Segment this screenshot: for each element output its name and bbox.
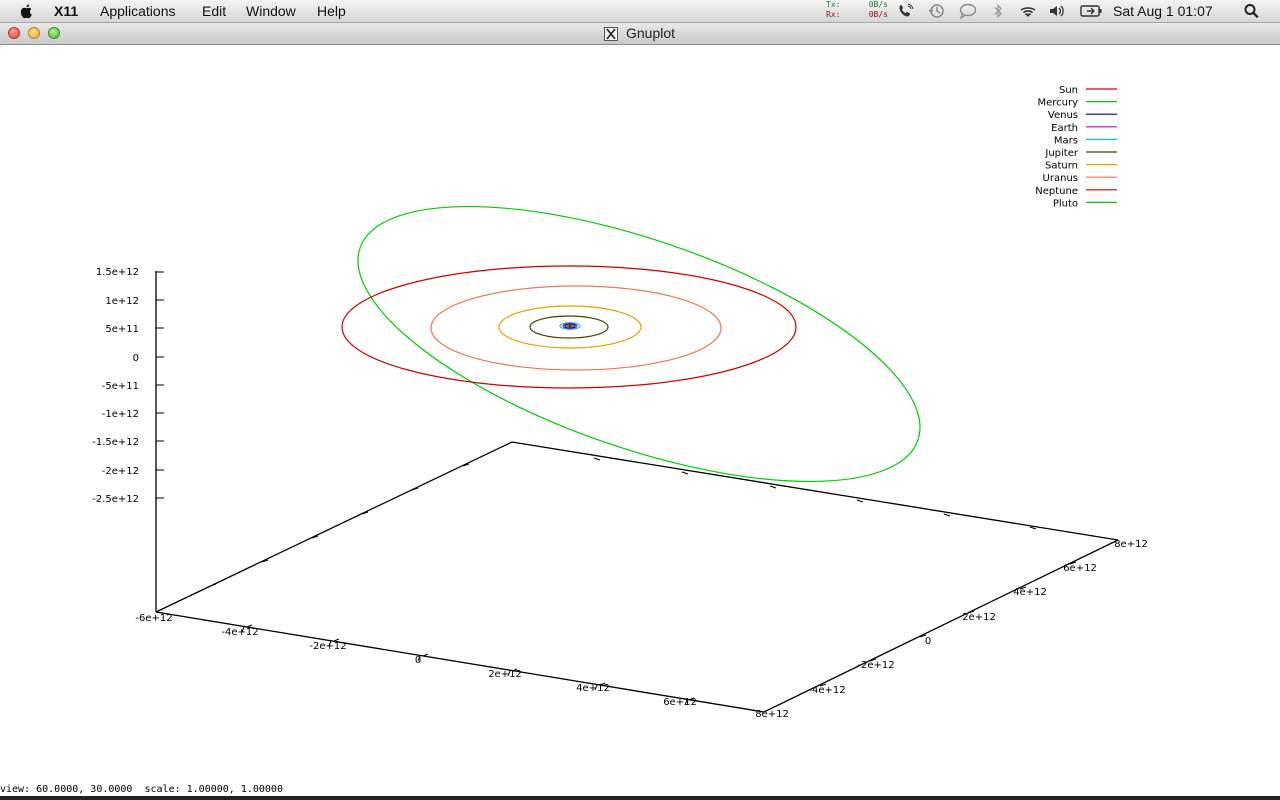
wifi-icon[interactable] xyxy=(1019,3,1037,19)
orbit-pluto xyxy=(357,205,921,483)
rx-label: Rx: xyxy=(826,10,841,19)
x11-icon xyxy=(604,27,618,41)
y-tick-label: 2e+12 xyxy=(962,612,996,623)
tx-value: 0B/s xyxy=(868,0,888,9)
window-title: Gnuplot xyxy=(626,25,676,41)
apple-icon[interactable] xyxy=(19,3,35,19)
rx-value: 0B/s xyxy=(868,10,888,19)
legend-label-venus: Venus xyxy=(1048,110,1078,121)
z-tick-label: 1.5e+12 xyxy=(96,267,139,278)
spotlight-icon[interactable] xyxy=(1243,3,1261,19)
legend-label-mars: Mars xyxy=(1054,135,1078,146)
legend-label-pluto: Pluto xyxy=(1053,198,1078,209)
legend-label-mercury: Mercury xyxy=(1037,98,1078,109)
back-tick-marks xyxy=(209,457,1037,587)
time-machine-icon[interactable] xyxy=(927,3,945,19)
menu-edit[interactable]: Edit xyxy=(202,3,227,19)
volume-icon[interactable] xyxy=(1048,3,1066,19)
y-tick-label: 0 xyxy=(925,636,931,647)
z-tick-label: 0 xyxy=(133,353,139,364)
x-tick-label: -6e+12 xyxy=(135,613,172,624)
z-tick-label: -5e+11 xyxy=(102,381,139,392)
legend-label-uranus: Uranus xyxy=(1043,173,1078,184)
z-tick-label: -2.5e+12 xyxy=(92,494,139,505)
orbit-uranus xyxy=(430,285,722,371)
menu-window[interactable]: Window xyxy=(246,3,296,19)
bottom-edge xyxy=(0,796,1280,800)
x-tick-label: -2e+12 xyxy=(309,641,346,652)
z-tick-label: 1e+12 xyxy=(105,296,139,307)
orbit-mars xyxy=(559,322,581,330)
chat-icon[interactable] xyxy=(958,3,976,19)
orbit-saturn xyxy=(498,305,642,349)
network-monitor[interactable]: Tx: 0B/s Rx: 0B/s xyxy=(826,0,888,20)
menu-applications[interactable]: Applications xyxy=(100,3,176,19)
status-line: view: 60.0000, 30.0000 scale: 1.00000, 1… xyxy=(0,784,283,795)
minimize-button[interactable] xyxy=(28,27,40,39)
menu-bar: X11 Applications Edit Window Help Tx: 0B… xyxy=(0,0,1280,23)
y-tick-marks xyxy=(819,561,1077,687)
bluetooth-icon[interactable] xyxy=(989,3,1007,19)
window-title-bar[interactable]: Gnuplot xyxy=(0,23,1280,45)
legend-label-earth: Earth xyxy=(1051,123,1078,134)
phone-icon[interactable] xyxy=(897,3,915,19)
orbit-neptune xyxy=(341,265,797,389)
zoom-button[interactable] xyxy=(48,27,60,39)
axis-frame xyxy=(155,271,1119,713)
z-tick-marks xyxy=(156,271,164,499)
legend-label-jupiter: Jupiter xyxy=(1044,148,1078,159)
z-tick-label: 5e+11 xyxy=(105,324,139,335)
x-tick-label: 2e+12 xyxy=(488,669,522,680)
tx-label: Tx: xyxy=(826,0,841,9)
plot-canvas[interactable]: 1.5e+12 1e+12 5e+11 0 -5e+11 -1e+12 -1.5… xyxy=(0,44,1280,796)
legend-label-saturn: Saturn xyxy=(1045,161,1078,172)
orbit-jupiter xyxy=(529,315,609,339)
legend-label-neptune: Neptune xyxy=(1035,186,1078,197)
x-tick-label: -4e+12 xyxy=(221,627,258,638)
menu-clock[interactable]: Sat Aug 1 01:07 xyxy=(1113,3,1213,19)
close-button[interactable] xyxy=(8,27,20,39)
menu-app-x11[interactable]: X11 xyxy=(54,3,79,19)
x-tick-label: 4e+12 xyxy=(576,683,610,694)
x-tick-marks xyxy=(241,624,695,706)
y-tick-label: -2e+12 xyxy=(857,660,894,671)
y-tick-label: 6e+12 xyxy=(1063,563,1097,574)
y-tick-labels: -4e+12 -2e+12 0 2e+12 4e+12 6e+12 8e+12 xyxy=(808,539,1147,696)
z-tick-label: -1e+12 xyxy=(102,409,139,420)
z-tick-label: -1.5e+12 xyxy=(92,437,139,448)
x-tick-labels: -6e+12 -4e+12 -2e+12 0 2e+12 4e+12 6e+12… xyxy=(135,613,788,720)
legend-label-sun: Sun xyxy=(1059,85,1078,96)
y-tick-label: -4e+12 xyxy=(808,685,845,696)
y-tick-label: 8e+12 xyxy=(1114,539,1148,550)
orbits xyxy=(341,205,921,483)
y-tick-label: 4e+12 xyxy=(1013,587,1047,598)
sun-marker xyxy=(568,324,572,328)
x-tick-label: 6e+12 xyxy=(663,697,697,708)
battery-icon[interactable] xyxy=(1080,3,1102,19)
x-tick-label: 0 xyxy=(415,655,421,666)
x-tick-label: 8e+12 xyxy=(755,709,789,720)
z-tick-label: -2e+12 xyxy=(102,466,139,477)
z-tick-labels: 1.5e+12 1e+12 5e+11 0 -5e+11 -1e+12 -1.5… xyxy=(92,267,139,505)
menu-help[interactable]: Help xyxy=(317,3,346,19)
